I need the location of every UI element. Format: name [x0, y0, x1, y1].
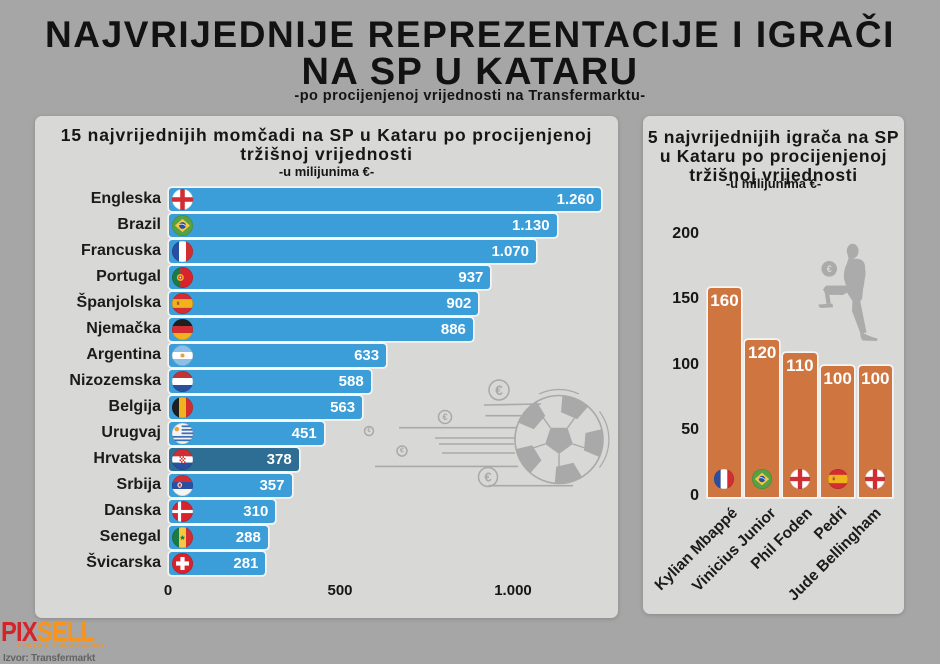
svg-text:€: € [367, 428, 371, 434]
svg-text:€: € [495, 382, 503, 398]
svg-text:€: € [442, 412, 447, 422]
svg-text:€: € [827, 264, 832, 274]
svg-text:€: € [400, 448, 404, 455]
svg-text:€: € [484, 470, 491, 485]
